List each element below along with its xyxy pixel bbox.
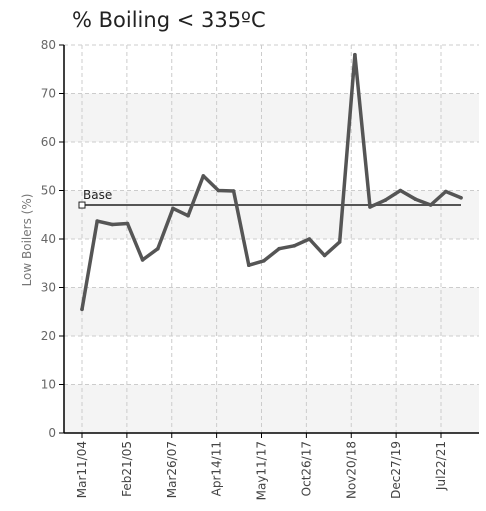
y-tick-label: 50 xyxy=(41,184,56,198)
data-point xyxy=(398,188,403,193)
y-tick-label: 60 xyxy=(41,135,56,149)
base-reference: Base xyxy=(78,188,461,209)
plot-bands xyxy=(64,93,479,433)
data-point xyxy=(110,222,115,227)
data-point xyxy=(201,174,206,178)
y-tick-label: 10 xyxy=(41,378,56,392)
x-tick-label: Oct26/17 xyxy=(299,441,313,496)
plot-band xyxy=(64,93,479,142)
data-point xyxy=(383,198,388,202)
data-point xyxy=(125,221,130,226)
y-tick-label: 20 xyxy=(41,329,56,343)
data-point xyxy=(292,244,297,248)
chart-title: % Boiling < 335ºC xyxy=(72,8,266,32)
data-point xyxy=(140,258,145,262)
x-tick-label: Mar26/07 xyxy=(165,441,179,498)
data-point xyxy=(247,263,251,268)
x-tick-label: Dec27/19 xyxy=(389,441,403,499)
data-point xyxy=(186,213,190,218)
plot-band xyxy=(64,384,479,433)
x-tick-label: Mar11/04 xyxy=(75,441,89,498)
data-point xyxy=(322,253,327,258)
grid-lines xyxy=(64,44,479,433)
y-tick-labels: 0 10 20 30 40 50 60 70 80 xyxy=(41,38,56,440)
data-point xyxy=(277,246,281,251)
y-tick-label: 40 xyxy=(41,232,56,246)
data-point xyxy=(444,189,448,194)
data-point xyxy=(459,196,463,200)
y-tick-label: 0 xyxy=(48,426,56,440)
data-point xyxy=(262,259,266,263)
y-tick-label: 30 xyxy=(41,281,56,295)
x-tick-label: Apr14/11 xyxy=(210,441,224,496)
series-layer xyxy=(80,52,463,312)
data-point xyxy=(171,206,175,211)
data-point xyxy=(307,237,312,241)
y-tick-label: 80 xyxy=(41,38,56,52)
plot-band xyxy=(64,190,479,239)
x-tick-label: Feb21/05 xyxy=(120,441,134,497)
axes xyxy=(59,44,479,438)
data-point xyxy=(353,52,357,57)
data-point xyxy=(156,246,160,251)
data-point xyxy=(337,240,342,244)
x-tick-label: Nov20/18 xyxy=(344,441,358,499)
y-tick-label: 70 xyxy=(41,87,56,101)
x-tick-label: Jul22/21 xyxy=(434,441,448,491)
x-tick-label: May11/17 xyxy=(255,441,269,500)
data-point xyxy=(95,219,99,223)
series-line xyxy=(80,52,463,312)
plot-band xyxy=(64,287,479,336)
base-label: Base xyxy=(83,188,112,202)
x-tick-labels: Mar11/04 Feb21/05 Mar26/07 Apr14/11 May11/17… xyxy=(75,441,448,500)
y-axis-label: Low Boilers (%) xyxy=(20,194,34,287)
data-point xyxy=(413,197,418,201)
data-point xyxy=(216,188,221,193)
data-point xyxy=(368,205,372,209)
data-point xyxy=(80,307,84,312)
base-marker xyxy=(78,201,86,209)
data-point xyxy=(428,203,433,207)
data-point xyxy=(231,189,236,193)
